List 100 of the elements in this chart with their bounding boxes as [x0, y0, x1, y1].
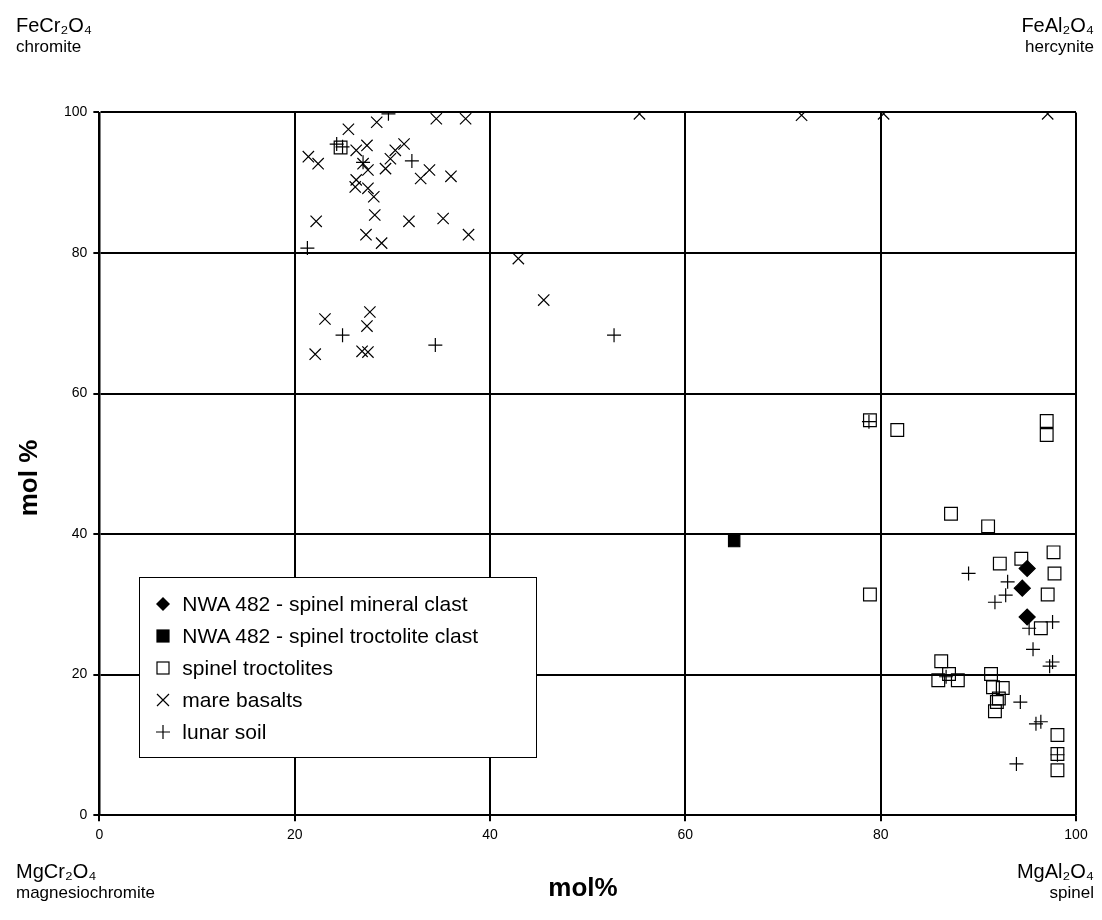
point: [1040, 587, 1055, 602]
point: [404, 153, 420, 169]
text: MgAl₂O₄: [1016, 860, 1094, 883]
point: [931, 673, 946, 688]
point: [423, 163, 436, 177]
text: hercynite: [1024, 37, 1094, 57]
point: [309, 215, 323, 228]
point: [1025, 641, 1041, 657]
point: [348, 180, 362, 194]
point: [986, 680, 1000, 695]
point: [1039, 413, 1054, 428]
point: [1018, 559, 1036, 578]
point: [960, 565, 977, 582]
point: [361, 182, 375, 195]
point: [402, 215, 416, 228]
point: [934, 654, 949, 669]
point: [384, 152, 397, 166]
text: FeCr₂O₄: [16, 14, 92, 37]
x-tick-label: 60: [677, 826, 694, 843]
legend-label: lunar soil: [182, 719, 267, 744]
point: [349, 144, 363, 157]
point: [1000, 574, 1016, 590]
point: [360, 319, 374, 333]
point: [890, 423, 905, 438]
text: MgCr₂O₄: [16, 860, 98, 883]
point: [984, 666, 998, 681]
point: [1046, 545, 1061, 560]
point: [349, 173, 363, 187]
point: [368, 208, 382, 222]
point: [727, 534, 741, 548]
point: [987, 704, 1002, 719]
point: [1044, 654, 1061, 670]
point: [995, 681, 1010, 695]
point: [299, 240, 315, 256]
x-tick-label: 40: [482, 826, 499, 843]
point: [1047, 566, 1062, 581]
y-tick-label: 100: [64, 103, 88, 120]
point: [1039, 428, 1054, 442]
legend-label: mare basalts: [182, 687, 303, 712]
point: [606, 327, 622, 343]
point: [363, 305, 377, 319]
point: [359, 228, 373, 241]
point: [379, 162, 392, 175]
point: [862, 587, 877, 602]
y-tick-label: 20: [71, 665, 88, 682]
point: [355, 345, 369, 358]
point: [942, 666, 956, 681]
point: [1028, 716, 1044, 732]
y-tick-label: 40: [71, 524, 88, 541]
text: spinel: [1048, 883, 1094, 903]
point: [944, 506, 958, 521]
point: [998, 587, 1014, 603]
point: [1050, 728, 1065, 743]
text: FeAl₂O₄: [1021, 14, 1094, 37]
point: [414, 172, 427, 185]
x-axis-title: mol%: [548, 872, 618, 903]
point: [370, 115, 383, 129]
point: [427, 337, 443, 353]
legend-label: spinel troctolites: [182, 655, 333, 680]
point: [537, 293, 550, 307]
legend-label: NWA 482 - spinel troctolite clast: [182, 623, 479, 648]
point: [989, 695, 1004, 710]
point: [1014, 551, 1029, 566]
point: [992, 556, 1007, 571]
point: [430, 112, 443, 125]
point: [367, 190, 381, 203]
point: [334, 327, 351, 343]
point: [1008, 756, 1025, 772]
text: chromite: [16, 37, 83, 57]
point: [389, 144, 402, 157]
point: [950, 673, 965, 688]
point: [311, 157, 325, 170]
point: [360, 139, 374, 152]
point: [795, 112, 808, 122]
point: [1013, 579, 1031, 597]
point: [436, 212, 450, 225]
x-tick-label: 100: [1064, 826, 1088, 843]
y-tick-label: 0: [79, 806, 88, 823]
point: [1012, 694, 1028, 710]
point: [987, 594, 1003, 610]
point: [1018, 608, 1036, 626]
text: magnesiochromite: [16, 883, 155, 903]
point: [375, 236, 388, 250]
point: [459, 112, 472, 125]
point: [1042, 658, 1058, 674]
point: [938, 669, 954, 685]
point: [981, 519, 996, 534]
y-tick-label: 80: [71, 243, 88, 260]
x-tick-label: 20: [286, 826, 303, 843]
legend-label: NWA 482 - spinel mineral clast: [182, 591, 468, 616]
point: [329, 136, 345, 152]
point: [302, 150, 315, 163]
x-tick-label: 0: [95, 826, 104, 843]
point: [991, 691, 1006, 706]
point: [361, 345, 375, 359]
point: [308, 347, 322, 361]
point: [342, 123, 355, 136]
y-tick-label: 60: [71, 384, 88, 401]
point: [318, 312, 332, 326]
y-axis-title: mol %: [12, 439, 44, 517]
